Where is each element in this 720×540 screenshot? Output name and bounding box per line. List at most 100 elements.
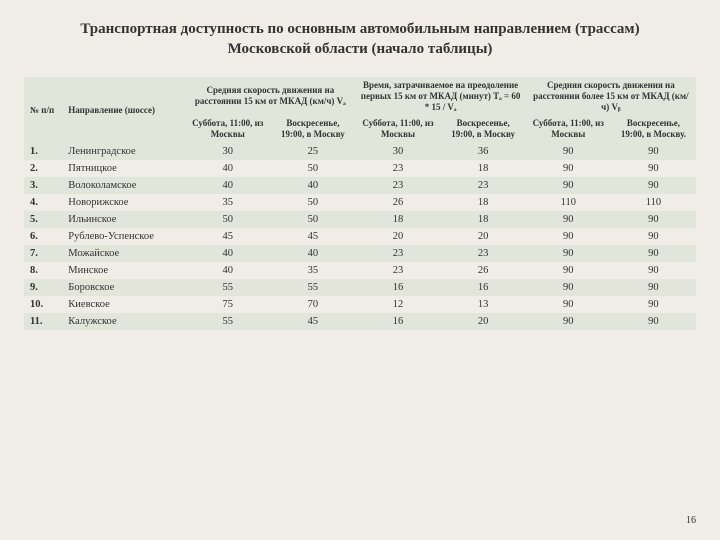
header-sub-sun-3: Воскресенье, 19:00, в Москву. bbox=[611, 115, 696, 143]
cell-index: 6. bbox=[24, 228, 64, 245]
cell-va-sat: 50 bbox=[185, 211, 270, 228]
cell-vb-sun: 90 bbox=[611, 211, 696, 228]
cell-ta-sat: 16 bbox=[355, 279, 440, 296]
table-body: 1.Ленинградское3025303690902.Пятницкое40… bbox=[24, 143, 696, 330]
page-title: Транспортная доступность по основным авт… bbox=[0, 0, 720, 69]
cell-ta-sat: 18 bbox=[355, 211, 440, 228]
cell-index: 1. bbox=[24, 143, 64, 160]
cell-index: 9. bbox=[24, 279, 64, 296]
cell-ta-sat: 23 bbox=[355, 160, 440, 177]
table-row: 7.Можайское404023239090 bbox=[24, 245, 696, 262]
header-sub-sat-3: Суббота, 11:00, из Москвы bbox=[526, 115, 611, 143]
cell-ta-sat: 23 bbox=[355, 245, 440, 262]
cell-vb-sat: 90 bbox=[526, 228, 611, 245]
cell-va-sun: 50 bbox=[270, 194, 355, 211]
cell-ta-sun: 18 bbox=[441, 194, 526, 211]
header-index: № п/п bbox=[24, 77, 64, 143]
cell-vb-sun: 90 bbox=[611, 313, 696, 330]
cell-va-sat: 45 bbox=[185, 228, 270, 245]
header-sub-sun-1: Воскресенье, 19:00, в Москву bbox=[270, 115, 355, 143]
cell-va-sat: 40 bbox=[185, 262, 270, 279]
cell-ta-sun: 36 bbox=[441, 143, 526, 160]
cell-va-sat: 55 bbox=[185, 313, 270, 330]
table-row: 11.Калужское554516209090 bbox=[24, 313, 696, 330]
cell-ta-sat: 12 bbox=[355, 296, 440, 313]
cell-direction: Можайское bbox=[64, 245, 185, 262]
cell-index: 3. bbox=[24, 177, 64, 194]
cell-va-sun: 45 bbox=[270, 228, 355, 245]
cell-ta-sat: 20 bbox=[355, 228, 440, 245]
cell-va-sun: 25 bbox=[270, 143, 355, 160]
cell-vb-sat: 90 bbox=[526, 279, 611, 296]
cell-vb-sat: 90 bbox=[526, 177, 611, 194]
cell-va-sat: 40 bbox=[185, 245, 270, 262]
cell-va-sat: 40 bbox=[185, 177, 270, 194]
header-group-time: Время, затрачиваемое на преодоление перв… bbox=[355, 77, 525, 115]
cell-va-sun: 50 bbox=[270, 211, 355, 228]
cell-vb-sun: 90 bbox=[611, 245, 696, 262]
cell-index: 8. bbox=[24, 262, 64, 279]
cell-ta-sun: 20 bbox=[441, 228, 526, 245]
table-row: 3.Волоколамское404023239090 bbox=[24, 177, 696, 194]
cell-va-sun: 45 bbox=[270, 313, 355, 330]
data-table: № п/п Направление (шоссе) Средняя скорос… bbox=[24, 77, 696, 330]
cell-ta-sat: 26 bbox=[355, 194, 440, 211]
cell-va-sat: 75 bbox=[185, 296, 270, 313]
cell-ta-sun: 13 bbox=[441, 296, 526, 313]
cell-vb-sun: 90 bbox=[611, 262, 696, 279]
cell-vb-sun: 90 bbox=[611, 228, 696, 245]
cell-index: 5. bbox=[24, 211, 64, 228]
cell-vb-sat: 90 bbox=[526, 262, 611, 279]
cell-vb-sun: 90 bbox=[611, 160, 696, 177]
cell-vb-sun: 110 bbox=[611, 194, 696, 211]
cell-va-sat: 30 bbox=[185, 143, 270, 160]
cell-direction: Минское bbox=[64, 262, 185, 279]
cell-ta-sun: 23 bbox=[441, 245, 526, 262]
cell-vb-sat: 90 bbox=[526, 211, 611, 228]
cell-vb-sat: 90 bbox=[526, 296, 611, 313]
cell-ta-sat: 30 bbox=[355, 143, 440, 160]
table-row: 1.Ленинградское302530369090 bbox=[24, 143, 696, 160]
header-group-speed-a: Средняя скорость движения на расстоянии … bbox=[185, 77, 355, 115]
cell-va-sun: 50 bbox=[270, 160, 355, 177]
table-row: 10.Киевское757012139090 bbox=[24, 296, 696, 313]
cell-vb-sat: 90 bbox=[526, 245, 611, 262]
cell-vb-sun: 90 bbox=[611, 279, 696, 296]
cell-index: 10. bbox=[24, 296, 64, 313]
cell-index: 11. bbox=[24, 313, 64, 330]
cell-ta-sun: 26 bbox=[441, 262, 526, 279]
cell-index: 4. bbox=[24, 194, 64, 211]
table-container: № п/п Направление (шоссе) Средняя скорос… bbox=[0, 69, 720, 330]
cell-vb-sun: 90 bbox=[611, 143, 696, 160]
table-row: 8.Минское403523269090 bbox=[24, 262, 696, 279]
cell-vb-sat: 90 bbox=[526, 160, 611, 177]
cell-va-sat: 35 bbox=[185, 194, 270, 211]
cell-vb-sun: 90 bbox=[611, 177, 696, 194]
cell-index: 2. bbox=[24, 160, 64, 177]
cell-ta-sun: 20 bbox=[441, 313, 526, 330]
cell-direction: Волоколамское bbox=[64, 177, 185, 194]
cell-va-sun: 40 bbox=[270, 245, 355, 262]
table-header: № п/п Направление (шоссе) Средняя скорос… bbox=[24, 77, 696, 143]
cell-direction: Калужское bbox=[64, 313, 185, 330]
table-row: 4.Новорижское35502618110110 bbox=[24, 194, 696, 211]
cell-va-sun: 70 bbox=[270, 296, 355, 313]
cell-direction: Ленинградское bbox=[64, 143, 185, 160]
cell-ta-sat: 23 bbox=[355, 177, 440, 194]
header-sub-sat-2: Суббота, 11:00, из Москвы bbox=[355, 115, 440, 143]
cell-vb-sat: 90 bbox=[526, 143, 611, 160]
header-direction: Направление (шоссе) bbox=[64, 77, 185, 143]
cell-ta-sat: 16 bbox=[355, 313, 440, 330]
table-row: 2.Пятницкое405023189090 bbox=[24, 160, 696, 177]
cell-direction: Рублево-Успенское bbox=[64, 228, 185, 245]
cell-va-sun: 55 bbox=[270, 279, 355, 296]
page-number: 16 bbox=[686, 515, 696, 526]
cell-direction: Новорижское bbox=[64, 194, 185, 211]
header-sub-sat-1: Суббота, 11:00, из Москвы bbox=[185, 115, 270, 143]
cell-direction: Ильинское bbox=[64, 211, 185, 228]
cell-vb-sun: 90 bbox=[611, 296, 696, 313]
cell-direction: Киевское bbox=[64, 296, 185, 313]
cell-ta-sun: 18 bbox=[441, 160, 526, 177]
cell-va-sat: 40 bbox=[185, 160, 270, 177]
table-row: 9.Боровское555516169090 bbox=[24, 279, 696, 296]
